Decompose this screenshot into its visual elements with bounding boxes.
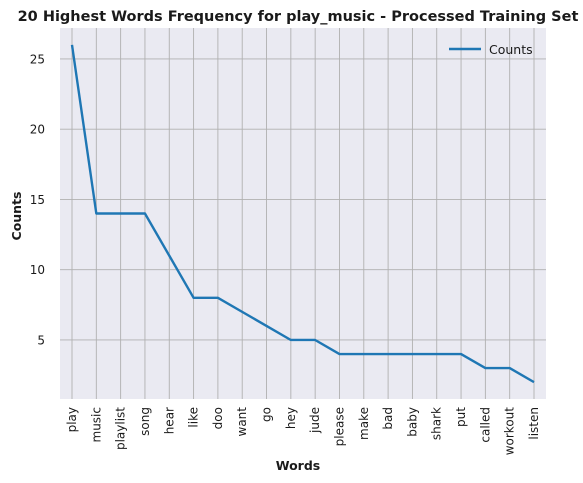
x-tick-label: doo <box>211 407 225 429</box>
series-layer <box>70 44 535 384</box>
x-ticks: play music playlist song hear like doo want go he… <box>65 407 541 456</box>
x-tick-label: hey <box>284 407 298 429</box>
x-tick-label: put <box>454 407 468 427</box>
x-tick-label: called <box>478 407 492 443</box>
y-tick-label: 10 <box>30 263 45 277</box>
y-tick-label: 15 <box>30 193 45 207</box>
y-tick-label: 20 <box>30 123 45 137</box>
x-tick-label: want <box>235 407 249 437</box>
x-tick-label: bad <box>381 407 395 430</box>
x-tick-label: playlist <box>114 407 128 450</box>
x-tick-label: workout <box>503 407 517 456</box>
y-tick-label: 25 <box>30 52 45 66</box>
y-axis-label: Counts <box>9 192 24 241</box>
y-tick-label: 5 <box>37 333 45 347</box>
x-tick-label: please <box>332 407 346 446</box>
x-tick-label: make <box>357 407 371 440</box>
legend: Counts <box>449 42 533 57</box>
x-tick-label: listen <box>527 407 541 440</box>
chart-title: 20 Highest Words Frequency for play_musi… <box>18 9 579 25</box>
legend-label-counts: Counts <box>489 42 533 57</box>
x-tick-label: shark <box>430 407 444 440</box>
x-tick-label: like <box>187 407 201 428</box>
y-ticks: 5 10 15 20 25 <box>30 52 45 347</box>
x-tick-label: jude <box>308 407 322 434</box>
x-tick-label: play <box>65 407 79 432</box>
x-axis-label: Words <box>276 458 320 473</box>
grid <box>60 28 546 399</box>
x-tick-label: song <box>138 407 152 436</box>
x-tick-label: hear <box>162 407 176 434</box>
series-line-counts <box>70 44 535 384</box>
x-tick-label: go <box>260 407 274 422</box>
x-tick-label: baby <box>405 407 419 437</box>
x-tick-label: music <box>89 407 103 442</box>
